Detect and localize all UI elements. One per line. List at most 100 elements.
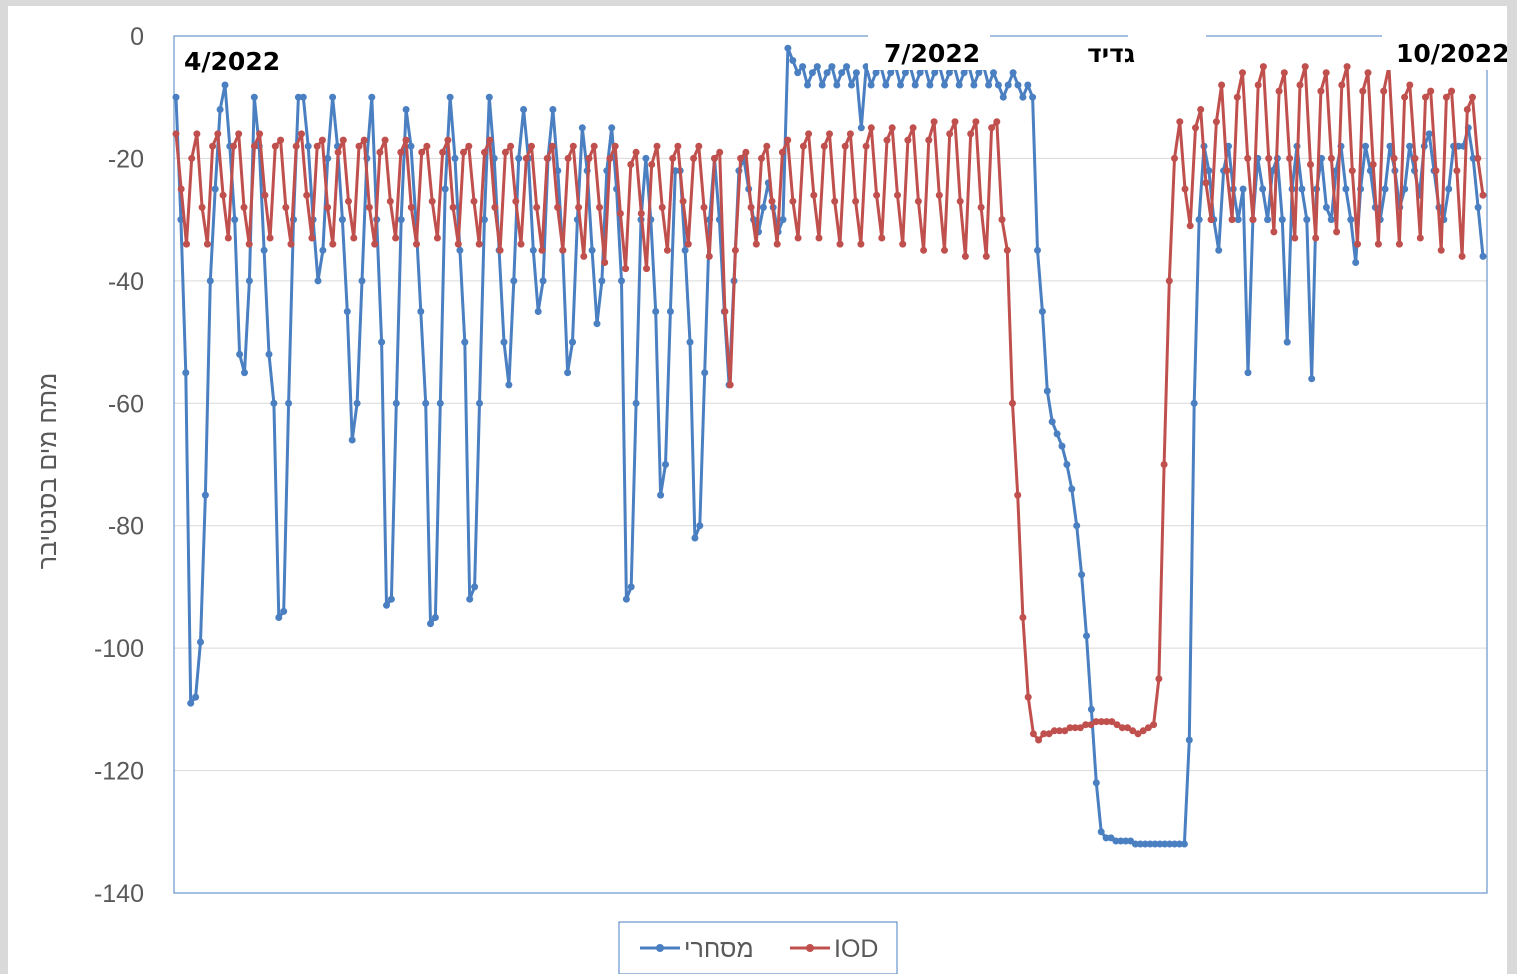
data-point [1296,81,1304,89]
data-point [329,240,337,248]
data-point [1190,399,1198,407]
data-point [1118,724,1126,732]
data-point [1317,87,1325,95]
data-point [1161,840,1169,848]
y-tick-label: -40 [108,268,144,296]
data-point [1312,234,1320,242]
data-point [887,69,895,77]
data-point [691,534,699,542]
data-point [1134,730,1142,738]
data-point [214,130,222,138]
data-point [737,154,745,162]
data-point [1374,240,1382,248]
data-point [1298,185,1306,193]
data-point [500,338,508,346]
y-tick-labels: 0 -20 -40 -60 -80 -100 -120 -140 [94,23,144,908]
data-point [221,81,229,89]
data-point [1359,87,1367,95]
y-tick-label: -80 [108,513,144,541]
data-point [1181,185,1189,193]
data-point [823,69,831,77]
data-point [1024,81,1032,89]
data-point [674,142,682,150]
data-point [1479,252,1487,260]
data-point [1195,216,1203,224]
data-point [1406,142,1414,150]
data-point [1019,93,1027,101]
data-point [658,203,666,211]
data-point [201,491,209,499]
data-point [431,614,439,621]
data-point [909,124,917,132]
data-point [485,93,493,101]
data-point [183,240,190,248]
data-point [1234,216,1242,224]
data-point [616,210,624,217]
data-point [1301,63,1309,71]
legend-item-commercial: מסחרי [640,935,754,963]
data-point [172,130,180,138]
data-point [857,124,865,132]
data-point [1283,338,1291,346]
data-point [1303,216,1311,224]
data-point [1155,675,1163,683]
data-point [666,308,674,315]
data-point [1053,430,1061,438]
data-point [1422,93,1429,101]
data-point [1479,191,1487,199]
data-point [1165,277,1173,285]
data-point [820,142,828,150]
data-point [818,81,826,89]
data-point [250,93,258,101]
data-point [721,308,729,315]
data-point [1160,461,1168,468]
data-point [831,197,839,205]
data-point [789,57,797,64]
data-point [172,93,180,101]
data-point [752,240,760,248]
data-point [828,63,836,71]
data-point [528,142,535,150]
data-point [418,148,426,156]
data-point [1307,161,1314,168]
data-point [417,308,425,315]
data-point [742,148,750,156]
data-point [353,399,361,407]
data-point [990,69,997,77]
data-point [1254,81,1262,89]
data-point [848,81,855,89]
data-point [731,246,739,254]
data-point [901,69,909,77]
data-point [381,136,389,144]
data-point [533,203,541,211]
data-point [882,81,890,89]
data-point [873,191,881,199]
legend-commercial-label: מסחרי [684,935,754,963]
data-point [203,240,211,248]
y-axis-title: מתח מים בסנטיבר [34,373,62,570]
data-point [192,693,200,701]
data-point [985,81,993,89]
data-point [648,161,656,168]
data-point [758,154,765,162]
data-point [843,63,851,71]
data-point [1322,69,1330,77]
data-point [998,216,1006,224]
data-point [700,203,708,211]
data-point [926,81,934,89]
data-point [324,203,332,211]
data-point [1401,185,1409,193]
data-point [427,620,434,628]
data-point [569,338,576,346]
data-point [569,142,577,150]
data-point [230,142,237,150]
data-point [653,142,661,150]
data-point [491,203,499,211]
data-point [627,161,635,168]
data-point [1034,246,1041,254]
data-point [632,148,640,156]
data-point [1136,840,1144,848]
data-point [1171,840,1179,848]
data-point [920,246,928,254]
chart-frame: 0 -20 -40 -60 -80 -100 -120 -140 מתח מים בסנטיב… [8,6,1507,974]
